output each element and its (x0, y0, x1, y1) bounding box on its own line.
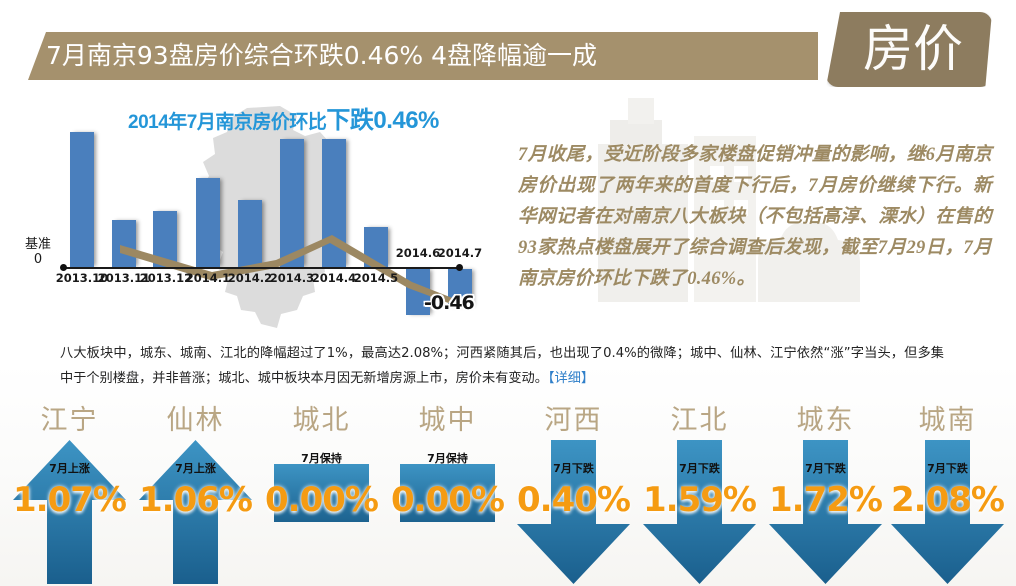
bar-2014-2 (238, 200, 262, 267)
bar-2013-11 (112, 220, 136, 267)
price-trend-chart: 2014年7月南京房价环比下跌0.46% 基准 (0, 96, 510, 331)
district-card-hexi[interactable]: 河西 7月下跌 0.40% (510, 398, 637, 586)
chart-title: 2014年7月南京房价环比下跌0.46% (128, 100, 488, 134)
district-sub-label: 7月下跌 (679, 462, 720, 475)
body-paragraph-text: 八大板块中，城东、城南、江北的降幅超过了1%，最高达2.08%；河西紧随其后，也… (60, 346, 944, 386)
axis-dot-left (60, 264, 67, 271)
baseline-text: 基准 (24, 237, 51, 252)
axis-dot-right (456, 264, 463, 271)
district-card-chengnan[interactable]: 城南 7月下跌 2.08% (884, 398, 1011, 586)
tick-2014-5: 2014.5 (353, 271, 399, 285)
district-value: 1.06% (139, 480, 253, 520)
plot-area: 基准 0 2013.10 2013.11 2013.12 2014.1 2014… (0, 96, 510, 331)
tick-2014-7: 2014.7 (437, 246, 483, 260)
district-name: 河西 (544, 405, 603, 436)
flat-bar-icon (258, 438, 385, 586)
axis-baseline (62, 267, 460, 269)
bar-2014-3 (280, 139, 304, 267)
district-card-jiangbei[interactable]: 江北 7月下跌 1.59% (636, 398, 763, 586)
district-sub-label: 7月保持 (427, 452, 468, 465)
district-card-chengbei[interactable]: 城北 7月保持 0.00% (258, 398, 385, 586)
tick-2014-3: 2014.3 (269, 271, 315, 285)
logo-label: 房价 (863, 20, 963, 78)
arrow-up-icon (132, 438, 259, 586)
chart-title-big: 下跌0.46% (326, 107, 439, 134)
district-sub-label: 7月上涨 (49, 462, 90, 475)
district-name: 城东 (796, 405, 855, 436)
arrow-down-icon (510, 438, 637, 586)
tick-2014-4: 2014.4 (311, 271, 357, 285)
bar-2013-10 (70, 132, 94, 267)
lead-paragraph: 7月收尾，受近阶段多家楼盘促销冲量的影响，继6月南京房价出现了两年来的首度下行后… (518, 145, 992, 289)
body-paragraph: 八大板块中，城东、城南、江北的降幅超过了1%，最高达2.08%；河西紧随其后，也… (60, 341, 944, 391)
negative-value-annotation: -0.46 (424, 292, 475, 314)
tick-2013-12: 2013.12 (139, 271, 193, 285)
baseline-label: 基准 0 (16, 237, 60, 267)
baseline-zero: 0 (33, 252, 43, 267)
district-card-chengdong[interactable]: 城东 7月下跌 1.72% (762, 398, 889, 586)
title-banner (28, 32, 818, 80)
district-name: 江宁 (40, 405, 99, 436)
district-value: 1.72% (769, 480, 883, 520)
district-card-xianlin[interactable]: 仙林 7月上涨 1.06% (132, 398, 259, 586)
tick-2014-2: 2014.2 (227, 271, 273, 285)
tick-2014-6: 2014.6 (395, 246, 441, 260)
district-value: 2.08% (891, 480, 1005, 520)
tick-2014-1: 2014.1 (185, 271, 231, 285)
district-name: 仙林 (166, 405, 225, 436)
district-value: 1.59% (643, 480, 757, 520)
district-cards: 江宁 7月上涨 1.07% 仙林 (0, 398, 1016, 586)
district-value: 0.40% (517, 480, 631, 520)
chart-title-small: 2014年7月南京房价环比 (128, 112, 327, 133)
arrow-down-icon (762, 438, 889, 586)
district-name: 城南 (918, 405, 977, 436)
bar-2014-1 (196, 178, 220, 267)
district-value: 0.00% (265, 480, 379, 520)
arrow-up-icon (6, 438, 133, 586)
district-sub-label: 7月下跌 (805, 462, 846, 475)
buildings-watermark (598, 98, 860, 302)
district-card-chengzhong[interactable]: 城中 7月保持 0.00% (384, 398, 511, 586)
district-name: 城北 (292, 405, 351, 436)
district-value: 0.00% (391, 480, 505, 520)
trend-line (120, 235, 470, 311)
district-card-jiangning[interactable]: 江宁 7月上涨 1.07% (6, 398, 133, 586)
logo-tab (826, 12, 992, 87)
arrow-down-icon (636, 438, 763, 586)
district-name: 城中 (418, 405, 477, 436)
district-value: 1.07% (13, 480, 127, 520)
district-name: 江北 (670, 405, 729, 436)
district-sub-label: 7月上涨 (175, 462, 216, 475)
tick-2013-11: 2013.11 (97, 271, 151, 285)
district-sub-label: 7月下跌 (927, 462, 968, 475)
page-title: 7月南京93盘房价综合环跌0.46% 4盘降幅逾一成 (46, 41, 597, 70)
arrow-down-icon (884, 438, 1011, 586)
header: 7月南京93盘房价综合环跌0.46% 4盘降幅逾一成 房价 (0, 0, 1016, 98)
district-sub-label: 7月下跌 (553, 462, 594, 475)
detail-link[interactable]: 【详细】 (547, 371, 595, 386)
district-sub-label: 7月保持 (301, 452, 342, 465)
tick-2013-10: 2013.10 (55, 271, 109, 285)
flat-bar-icon (384, 438, 511, 586)
